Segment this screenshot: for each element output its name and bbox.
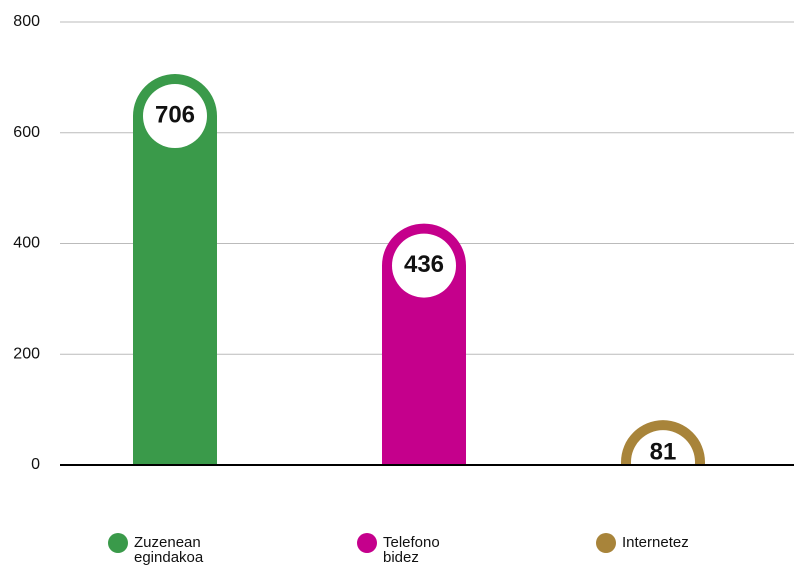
legend-label: Telefono bidez xyxy=(383,534,440,566)
legend-label: Internetez xyxy=(622,534,689,551)
legend-label: Zuzenean egindakoa xyxy=(134,534,204,566)
value-label: 706 xyxy=(155,101,195,128)
value-badge xyxy=(392,233,456,298)
legend-item: Zuzenean egindakoa xyxy=(108,533,216,566)
y-tick-label: 0 xyxy=(31,456,40,473)
value-label: 81 xyxy=(650,438,677,465)
value-badge xyxy=(631,430,695,465)
legend-item: Internetez xyxy=(596,533,704,553)
y-tick-label: 800 xyxy=(13,13,40,30)
legend-swatch xyxy=(108,533,128,553)
y-tick-label: 400 xyxy=(13,235,40,252)
legend-item: Telefono bidez xyxy=(357,533,465,566)
legend-swatch xyxy=(596,533,616,553)
legend-swatch xyxy=(357,533,377,553)
bar xyxy=(133,74,217,465)
value-badge xyxy=(143,84,207,149)
y-tick-label: 200 xyxy=(13,345,40,362)
value-label: 436 xyxy=(404,251,444,278)
y-tick-label: 600 xyxy=(13,124,40,141)
